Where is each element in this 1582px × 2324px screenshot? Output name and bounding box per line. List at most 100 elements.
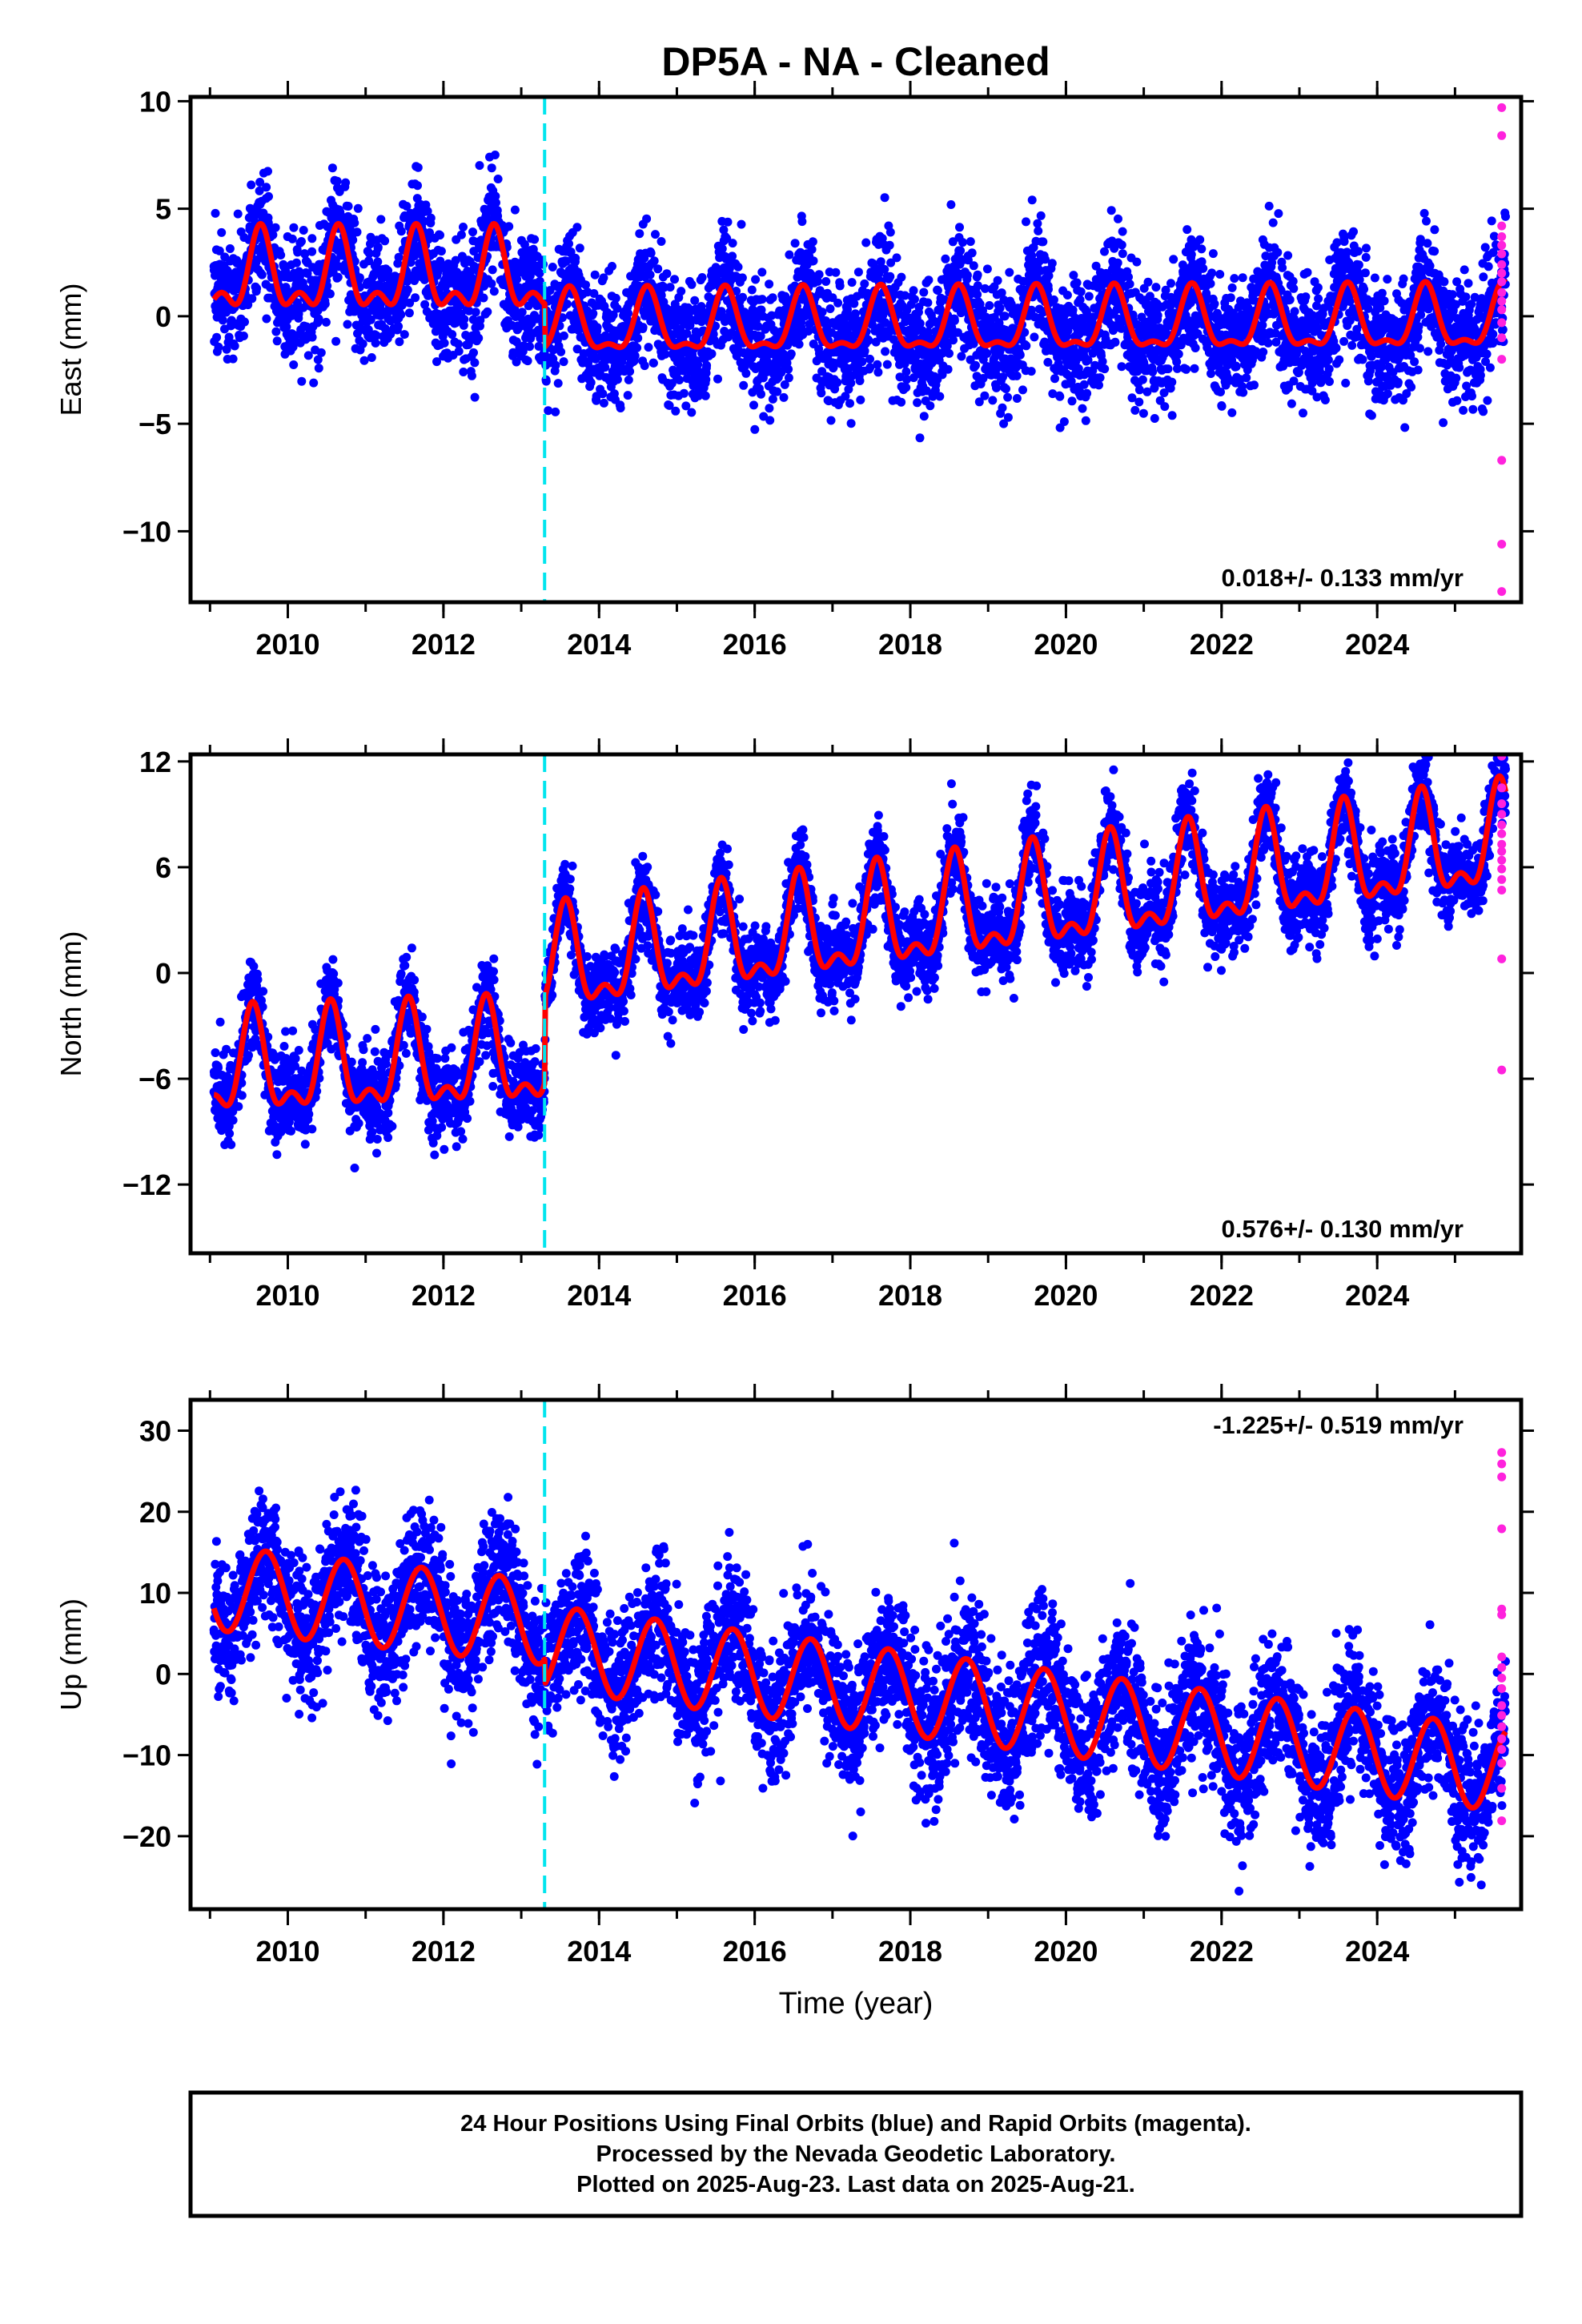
final-orbit-point <box>1151 283 1161 292</box>
final-orbit-point <box>1169 255 1178 264</box>
final-orbit-point <box>287 234 297 243</box>
final-orbit-point <box>1003 412 1013 422</box>
final-orbit-point <box>1059 417 1069 426</box>
final-orbit-point <box>586 378 596 388</box>
final-orbit-point <box>671 406 681 416</box>
final-orbit-point <box>371 338 380 348</box>
final-orbit-point <box>394 252 404 262</box>
final-orbit-point <box>212 332 222 342</box>
final-orbit-point <box>656 291 666 300</box>
final-orbit-point <box>282 322 291 332</box>
final-orbit-point <box>739 380 749 390</box>
final-orbit-point <box>400 330 409 340</box>
final-orbit-point <box>300 249 310 259</box>
final-orbit-point <box>687 279 697 289</box>
final-orbit-point <box>892 253 901 263</box>
final-orbit-point <box>1022 341 1031 351</box>
final-orbit-point <box>697 302 706 312</box>
final-orbit-point <box>551 360 560 370</box>
final-orbit-point <box>1026 367 1036 376</box>
final-orbit-point <box>919 287 929 297</box>
final-orbit-point <box>1359 284 1369 294</box>
final-orbit-point <box>1038 237 1048 247</box>
final-orbit-point <box>915 433 925 443</box>
final-orbit-point <box>459 223 468 231</box>
final-orbit-point <box>489 287 499 296</box>
final-orbit-point <box>247 180 256 190</box>
final-orbit-point <box>566 247 576 256</box>
final-orbit-point <box>624 375 633 384</box>
final-orbit-point <box>559 331 568 340</box>
final-orbit-point <box>1301 292 1311 302</box>
final-orbit-point <box>517 308 527 317</box>
final-orbit-point <box>697 273 707 282</box>
final-orbit-point <box>962 271 972 280</box>
final-orbit-point <box>331 336 341 346</box>
final-orbit-point <box>644 343 653 352</box>
final-orbit-point <box>541 376 551 386</box>
final-orbit-point <box>882 360 892 369</box>
final-orbit-point <box>1339 336 1349 346</box>
final-orbit-point <box>592 323 602 332</box>
final-orbit-point <box>396 227 406 236</box>
final-orbit-point <box>448 330 457 340</box>
final-orbit-point <box>376 300 385 309</box>
final-orbit-point <box>881 347 890 356</box>
final-orbit-point <box>572 344 582 354</box>
final-orbit-point <box>1299 408 1307 418</box>
final-orbit-point <box>1367 411 1376 420</box>
final-orbit-point <box>1033 219 1042 228</box>
final-orbit-point <box>1110 337 1120 347</box>
final-orbit-point <box>1106 206 1116 215</box>
final-orbit-point <box>1182 364 1191 374</box>
final-orbit-point <box>785 250 794 259</box>
final-orbit-point <box>327 163 337 173</box>
final-orbit-point <box>913 398 922 408</box>
final-orbit-point <box>855 376 865 385</box>
final-orbit-point <box>1287 399 1296 408</box>
final-orbit-point <box>988 396 998 405</box>
final-orbit-point <box>367 353 376 362</box>
final-orbit-point <box>835 281 845 291</box>
final-orbit-point <box>1005 267 1014 277</box>
final-orbit-point <box>1264 201 1274 211</box>
final-orbit-point <box>468 227 477 237</box>
final-orbit-point <box>737 219 746 229</box>
final-orbit-point <box>307 234 317 243</box>
final-orbit-point <box>612 375 622 384</box>
final-orbit-point <box>1324 364 1334 374</box>
final-orbit-point <box>403 285 412 295</box>
final-orbit-point <box>809 256 818 266</box>
final-orbit-point <box>1118 249 1127 259</box>
final-orbit-point <box>784 373 793 383</box>
final-orbit-point <box>469 348 478 357</box>
final-orbit-point <box>314 314 323 324</box>
final-orbit-point <box>413 163 423 172</box>
final-orbit-point <box>364 249 374 258</box>
final-orbit-point <box>825 304 835 313</box>
final-orbit-point <box>926 401 935 411</box>
final-orbit-point <box>487 163 496 173</box>
final-orbit-point <box>464 306 474 316</box>
final-orbit-point <box>790 239 800 248</box>
final-orbit-point <box>1182 225 1192 235</box>
final-orbit-point <box>649 256 659 266</box>
final-orbit-point <box>1049 295 1058 304</box>
final-orbit-point <box>1349 227 1358 236</box>
final-orbit-point <box>624 308 632 318</box>
final-orbit-point <box>1285 295 1295 304</box>
final-orbit-point <box>611 293 620 303</box>
final-orbit-point <box>608 310 618 320</box>
final-orbit-point <box>589 289 599 298</box>
final-orbit-point <box>1082 388 1092 398</box>
final-orbit-point <box>1134 397 1144 407</box>
final-orbit-point <box>733 262 743 271</box>
final-orbit-point <box>240 317 249 327</box>
final-orbit-point <box>957 352 966 361</box>
final-orbit-point <box>1190 364 1199 373</box>
final-orbit-point <box>405 298 415 308</box>
final-orbit-point <box>470 392 480 402</box>
final-orbit-point <box>488 265 497 275</box>
final-orbit-point <box>297 376 307 386</box>
final-orbit-point <box>1353 247 1363 256</box>
